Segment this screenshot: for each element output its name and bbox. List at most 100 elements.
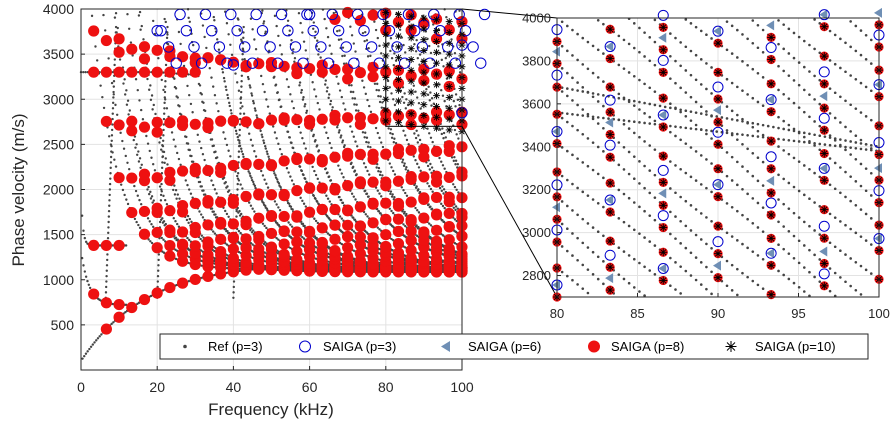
- ref-point: [316, 221, 319, 225]
- ref-point: [301, 235, 304, 239]
- ref-point: [126, 99, 130, 102]
- ref-point: [237, 89, 241, 92]
- ref-point: [377, 94, 380, 98]
- ref-point: [150, 195, 154, 198]
- ref-point: [289, 141, 293, 144]
- ref-point: [119, 131, 122, 135]
- ref-point: [389, 131, 392, 135]
- ref-point: [288, 29, 291, 32]
- ref-point: [152, 103, 155, 107]
- ref-point: [377, 166, 381, 170]
- ref-point: [264, 204, 267, 208]
- ref-point: [293, 60, 296, 63]
- ref-point: [349, 90, 353, 94]
- ref-point: [443, 206, 446, 210]
- ref-point: [212, 183, 215, 187]
- ref-point: [179, 42, 182, 46]
- ref-point: [288, 202, 291, 205]
- ref-point: [344, 108, 347, 111]
- ref-point: [113, 158, 116, 161]
- ref-point: [230, 112, 233, 115]
- ref-point: [158, 141, 161, 144]
- ref-point: [164, 198, 167, 202]
- ref-point: [186, 183, 189, 187]
- ref-point: [369, 54, 372, 58]
- ref-point: [303, 176, 306, 180]
- ref-point: [298, 81, 302, 84]
- ref-point: [201, 24, 205, 27]
- ref-point: [148, 220, 151, 223]
- ref-point: [160, 236, 163, 240]
- ref-point: [241, 152, 245, 156]
- ref-point: [201, 216, 205, 219]
- ref-point: [135, 153, 139, 156]
- ref-point: [184, 179, 187, 182]
- ref-point: [376, 189, 379, 192]
- ref-point: [412, 155, 416, 158]
- ref-point: [402, 234, 406, 237]
- ref-point: [389, 192, 392, 196]
- ref-point: [390, 92, 393, 95]
- ref-point: [369, 146, 372, 149]
- ref-point: [316, 177, 319, 181]
- ref-point: [352, 42, 355, 45]
- ref-point: [174, 87, 178, 90]
- ref-point: [331, 106, 334, 109]
- ref-point: [374, 126, 378, 130]
- ref-point: [235, 132, 238, 136]
- ref-point: [377, 89, 381, 92]
- ref-point: [354, 173, 358, 177]
- ref-point: [366, 55, 370, 58]
- ref-point: [413, 183, 416, 187]
- ref-point: [299, 131, 302, 134]
- ref-point: [160, 148, 163, 151]
- ref-point: [263, 178, 266, 181]
- ref-point: [401, 95, 404, 99]
- ref-point: [123, 93, 127, 96]
- ref-point: [136, 302, 139, 306]
- ref-point: [112, 93, 115, 96]
- ref-point: [393, 137, 396, 140]
- ref-point: [234, 129, 238, 133]
- ref-point: [402, 101, 406, 104]
- ref-point: [361, 79, 364, 82]
- ref-point: [162, 88, 165, 92]
- ref-point: [361, 131, 365, 134]
- ref-point: [349, 125, 352, 128]
- ref-point: [404, 107, 408, 110]
- ref-point: [393, 173, 397, 176]
- ref-point: [275, 137, 278, 140]
- ref-point: [278, 147, 282, 151]
- ref-point: [236, 81, 239, 84]
- ref-point: [251, 243, 254, 246]
- ref-point: [276, 268, 279, 271]
- ref-point: [354, 140, 357, 143]
- ref-point: [127, 27, 131, 30]
- ref-point: [101, 95, 104, 99]
- ref-point: [338, 29, 341, 32]
- ref-point: [366, 195, 370, 198]
- ref-point: [327, 175, 330, 179]
- ref-point: [98, 335, 101, 338]
- ref-point: [326, 232, 330, 235]
- ref-point: [249, 204, 253, 207]
- ref-point: [428, 205, 432, 209]
- ref-point: [387, 127, 390, 130]
- ref-point: [176, 193, 179, 196]
- ref-point: [366, 98, 369, 102]
- ref-point: [189, 102, 193, 106]
- ref-point: [200, 185, 203, 188]
- ref-point: [213, 19, 216, 22]
- ref-point: [139, 108, 143, 112]
- ref-point: [364, 213, 367, 216]
- ref-point: [118, 58, 122, 61]
- ref-point: [172, 188, 175, 192]
- ref-point: [405, 194, 409, 197]
- ref-point: [96, 337, 100, 340]
- ref-point: [204, 193, 207, 196]
- ref-point: [302, 237, 306, 240]
- ref-point: [336, 29, 339, 33]
- main-data: [79, 6, 491, 360]
- ref-point: [329, 99, 333, 103]
- ref-point: [265, 98, 268, 101]
